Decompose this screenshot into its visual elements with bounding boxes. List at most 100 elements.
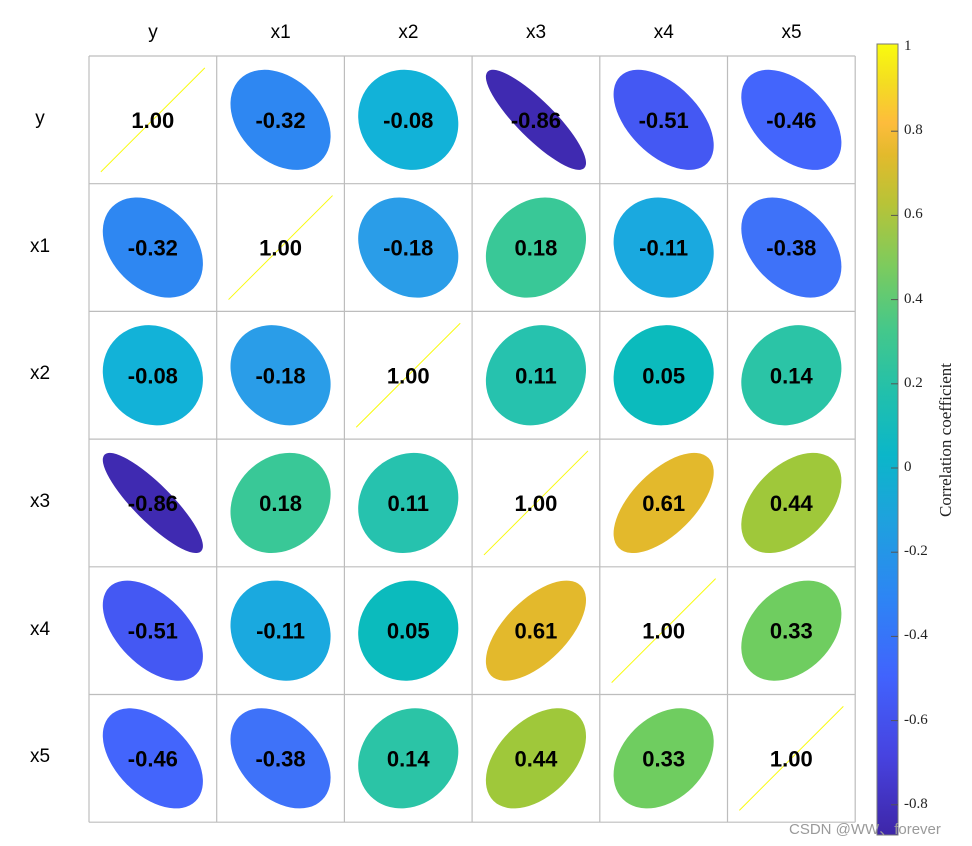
correlation-ellipse bbox=[358, 580, 459, 681]
correlation-ellipse bbox=[613, 452, 714, 554]
correlation-value: 0.18 bbox=[259, 491, 302, 516]
correlation-value: -0.51 bbox=[128, 619, 178, 644]
colorbar-tick-label: 0 bbox=[904, 459, 912, 475]
matrix-cell: 0.44 bbox=[741, 452, 842, 554]
matrix-cell: 1.00 bbox=[228, 195, 333, 300]
matrix-cell: 0.33 bbox=[613, 708, 714, 809]
correlation-value: 1.00 bbox=[515, 491, 558, 516]
correlation-value: 0.11 bbox=[515, 363, 557, 388]
correlation-ellipse bbox=[230, 325, 331, 426]
colorbar-tick-label: 0.4 bbox=[904, 290, 923, 307]
row-label: x5 bbox=[29, 746, 51, 768]
matrix-cell: 0.61 bbox=[613, 452, 714, 554]
matrix-cell: -0.86 bbox=[102, 452, 203, 554]
diagonal-line bbox=[228, 195, 333, 300]
correlation-value: -0.32 bbox=[255, 108, 305, 133]
correlation-ellipse bbox=[741, 325, 842, 426]
column-label: x3 bbox=[526, 22, 547, 43]
matrix-cell: -0.32 bbox=[102, 197, 203, 298]
row-label: x4 bbox=[29, 618, 51, 640]
correlation-value: -0.11 bbox=[639, 236, 688, 261]
correlation-value: -0.86 bbox=[511, 108, 561, 133]
correlation-ellipse bbox=[102, 325, 203, 426]
colorbar-tick-label: -0.6 bbox=[904, 711, 928, 728]
colorbar-tick-label: -0.2 bbox=[904, 543, 928, 560]
correlation-value: -0.86 bbox=[128, 491, 178, 516]
colorbar-tick-label: 0.6 bbox=[904, 206, 923, 223]
correlation-value: -0.11 bbox=[256, 619, 305, 644]
correlation-value: -0.18 bbox=[255, 363, 305, 388]
matrix-cell: 0.05 bbox=[613, 325, 714, 426]
matrix-cell: 0.11 bbox=[358, 452, 459, 554]
diagonal-line bbox=[355, 322, 461, 428]
matrix-cell: -0.86 bbox=[485, 69, 587, 170]
diagonal-line bbox=[100, 67, 206, 173]
correlation-value: -0.32 bbox=[128, 236, 178, 261]
matrix-cell: -0.51 bbox=[102, 580, 203, 681]
colorbar-tick-label: -0.8 bbox=[904, 795, 928, 812]
matrix-cell: -0.38 bbox=[230, 708, 331, 809]
correlation-ellipse bbox=[613, 708, 714, 809]
correlation-ellipse bbox=[485, 69, 587, 170]
correlation-value: 0.61 bbox=[515, 619, 558, 644]
diagonal-line bbox=[738, 705, 844, 811]
matrix-cell: -0.18 bbox=[358, 197, 459, 298]
correlation-value: 0.44 bbox=[515, 746, 559, 771]
correlation-ellipse bbox=[102, 452, 203, 554]
matrix-cell: 1.00 bbox=[100, 67, 206, 173]
matrix-cell: 0.18 bbox=[485, 197, 587, 298]
correlation-ellipse bbox=[230, 708, 331, 809]
matrix-cell: -0.38 bbox=[741, 197, 842, 298]
matrix-cell: -0.51 bbox=[613, 69, 714, 170]
matrix-cell: 0.11 bbox=[485, 325, 587, 426]
correlation-ellipse bbox=[102, 197, 203, 298]
column-label: x5 bbox=[781, 22, 802, 43]
correlation-value: 1.00 bbox=[770, 746, 813, 771]
correlation-value: -0.38 bbox=[766, 236, 816, 261]
correlation-value: -0.08 bbox=[383, 108, 433, 133]
matrix-cell: 1.00 bbox=[483, 450, 589, 556]
matrix-cell: 0.33 bbox=[741, 580, 842, 681]
correlation-value: -0.08 bbox=[128, 363, 178, 388]
column-label: x4 bbox=[653, 22, 674, 43]
correlation-value: -0.51 bbox=[639, 108, 689, 133]
matrix-cell: -0.46 bbox=[741, 69, 842, 170]
correlation-ellipse bbox=[485, 580, 587, 681]
correlation-value: 0.61 bbox=[642, 491, 685, 516]
column-label: x1 bbox=[270, 22, 291, 43]
colorbar-label: Correlation coefficient bbox=[936, 362, 955, 518]
correlation-ellipse bbox=[102, 580, 203, 681]
correlation-value: 1.00 bbox=[642, 619, 685, 644]
correlation-value: 1.00 bbox=[387, 363, 430, 388]
matrix-cell: 0.44 bbox=[485, 708, 587, 809]
correlation-ellipse bbox=[613, 325, 714, 426]
correlation-ellipse bbox=[741, 69, 842, 170]
correlation-ellipse bbox=[102, 708, 203, 809]
correlation-value: 0.11 bbox=[387, 491, 429, 516]
correlation-value: 0.33 bbox=[642, 746, 685, 771]
matrix-cell: 0.18 bbox=[230, 452, 331, 554]
row-label: x3 bbox=[29, 490, 51, 512]
correlation-value: 0.14 bbox=[387, 746, 431, 771]
correlation-value: -0.18 bbox=[383, 236, 433, 261]
watermark: CSDN @WW、forever bbox=[789, 821, 941, 838]
diagonal-line bbox=[483, 450, 589, 556]
matrix-cell: 0.61 bbox=[485, 580, 587, 681]
colorbar-tick-label: 0.8 bbox=[904, 122, 923, 139]
row-label: x2 bbox=[29, 363, 51, 385]
row-label: y bbox=[35, 107, 45, 129]
correlation-ellipse bbox=[485, 197, 587, 298]
correlation-value: 0.05 bbox=[387, 619, 430, 644]
row-label: x1 bbox=[29, 235, 51, 257]
matrix-cell: 1.00 bbox=[611, 578, 717, 684]
correlation-value: 1.00 bbox=[259, 236, 302, 261]
matrix-cell: -0.18 bbox=[230, 325, 331, 426]
correlation-value: 0.44 bbox=[770, 491, 814, 516]
correlation-ellipse bbox=[741, 197, 842, 298]
correlation-ellipse bbox=[741, 452, 842, 554]
matrix-cell: -0.11 bbox=[230, 580, 331, 681]
matrix-cell: 1.00 bbox=[355, 322, 461, 428]
matrix-cell: 0.14 bbox=[741, 325, 842, 426]
correlation-ellipse bbox=[741, 580, 842, 681]
matrix-cell: -0.08 bbox=[358, 69, 459, 170]
